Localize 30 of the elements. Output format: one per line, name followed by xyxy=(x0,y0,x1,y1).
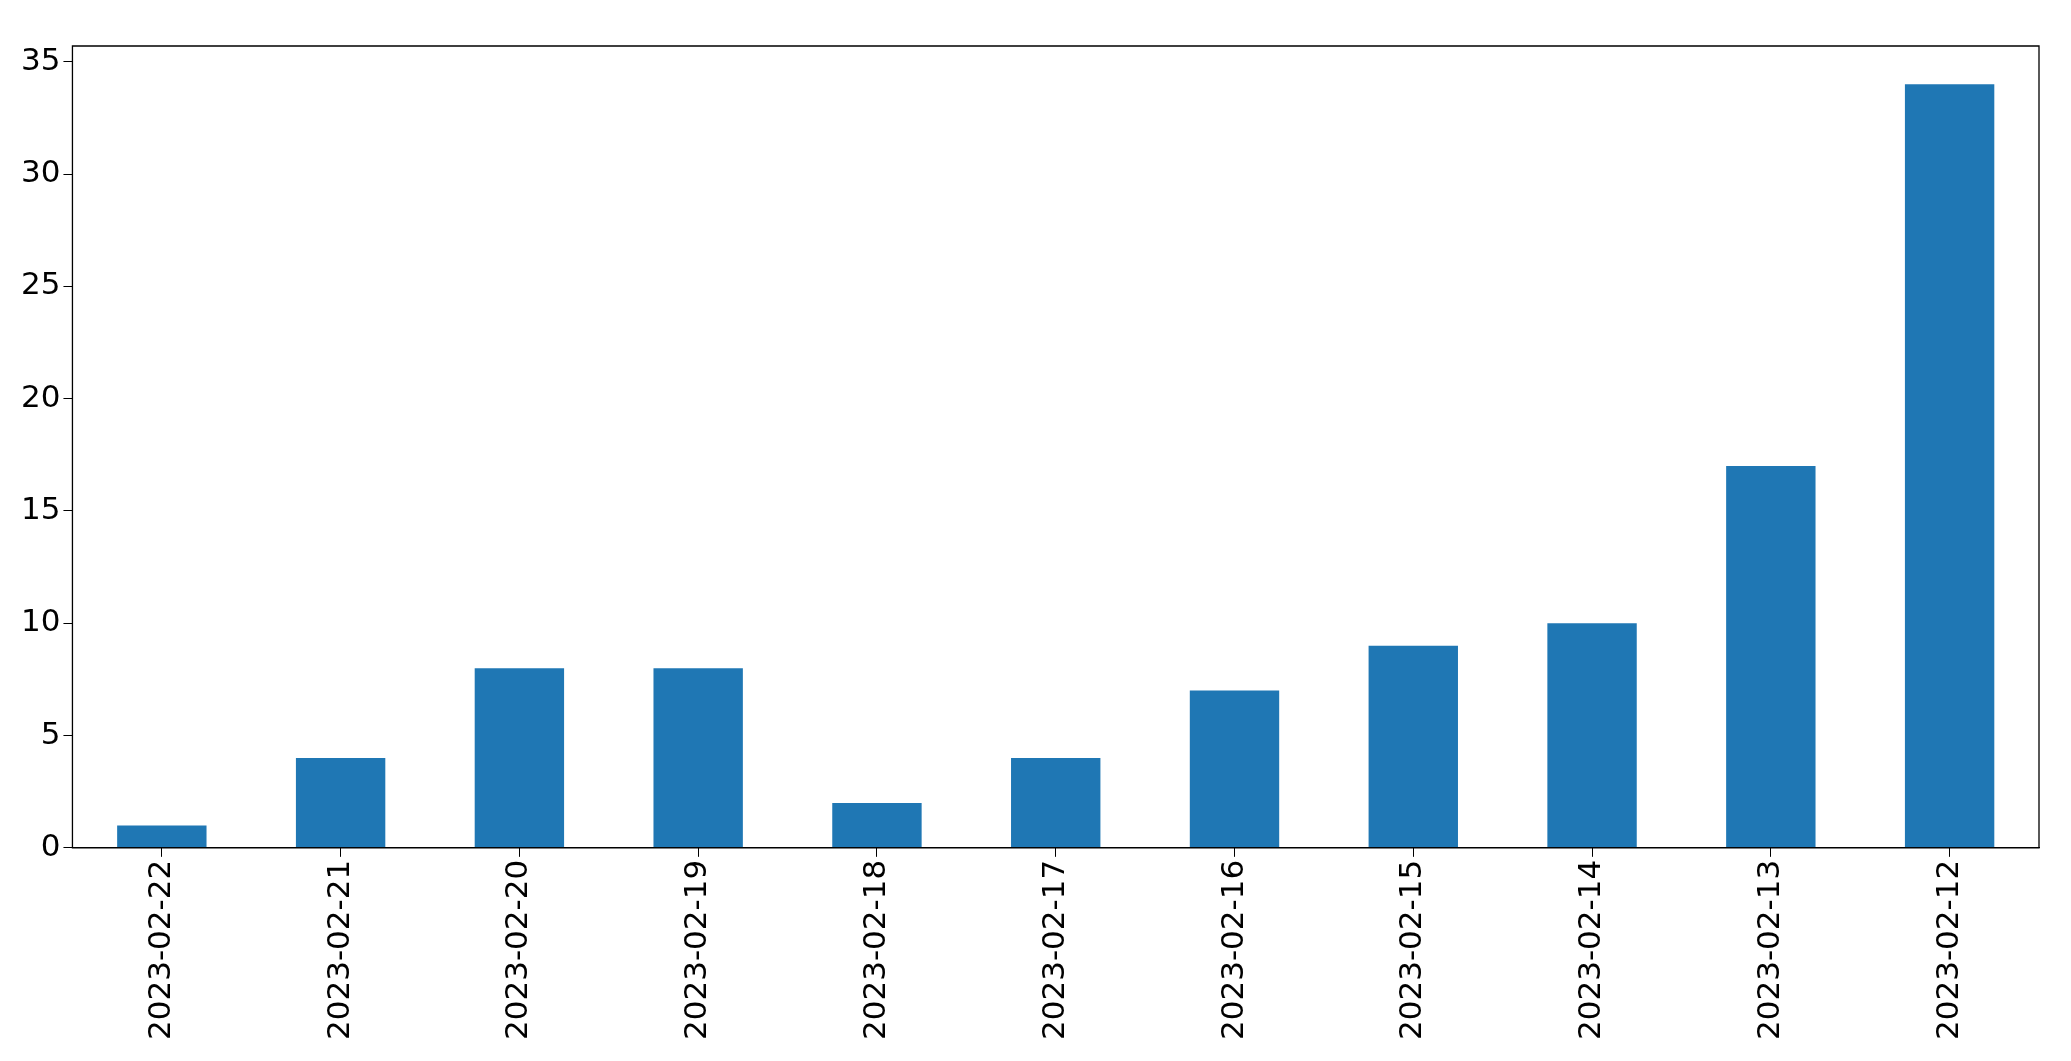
x-tick-label: 2023-02-12 xyxy=(1928,859,1965,1041)
y-tick-label: 20 xyxy=(20,377,61,414)
x-tick-label: 2023-02-20 xyxy=(498,859,535,1041)
x-tick-label: 2023-02-13 xyxy=(1749,859,1786,1041)
y-tick-label: 0 xyxy=(40,826,61,863)
x-tick-label: 2023-02-18 xyxy=(855,859,892,1041)
bar xyxy=(1547,623,1637,848)
y-tick-label: 5 xyxy=(40,714,61,751)
bar xyxy=(1726,466,1816,848)
x-tick-label: 2023-02-19 xyxy=(677,859,714,1041)
x-tick-label: 2023-02-15 xyxy=(1392,859,1429,1041)
bar xyxy=(117,825,207,848)
y-tick-label: 15 xyxy=(20,489,61,526)
x-tick-label: 2023-02-14 xyxy=(1571,859,1608,1041)
x-tick-label: 2023-02-21 xyxy=(319,859,356,1041)
x-tick-label: 2023-02-16 xyxy=(1213,859,1250,1041)
bar xyxy=(653,668,743,848)
y-tick-label: 35 xyxy=(20,40,61,77)
y-tick-label: 30 xyxy=(20,153,61,190)
x-tick-label: 2023-02-17 xyxy=(1034,859,1071,1041)
x-tick-label: 2023-02-22 xyxy=(140,859,177,1041)
bar xyxy=(295,758,386,848)
bar xyxy=(1368,645,1458,848)
bar xyxy=(474,668,565,848)
bar xyxy=(1904,84,1995,848)
bar xyxy=(1011,758,1101,848)
y-tick-label: 25 xyxy=(20,265,61,302)
bar xyxy=(1189,690,1280,848)
y-tick-label: 10 xyxy=(20,602,61,639)
bar xyxy=(832,802,922,848)
